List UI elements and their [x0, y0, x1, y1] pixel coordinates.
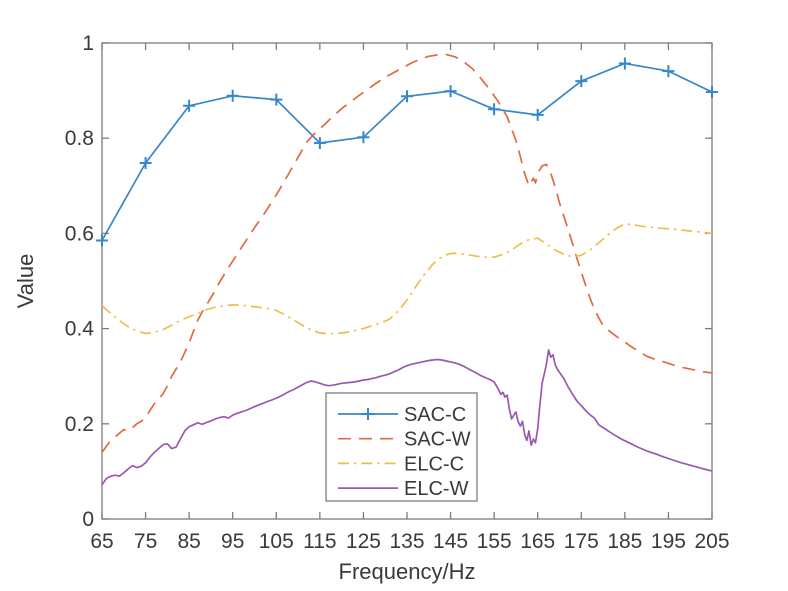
plus-marker	[706, 86, 718, 98]
x-tick-label-135: 135	[389, 530, 424, 553]
plus-marker	[575, 75, 588, 88]
x-tick-label-85: 85	[177, 530, 200, 553]
series-ELC-W	[101, 349, 713, 486]
x-tick-label-105: 105	[259, 530, 294, 553]
series-SAC-W	[101, 53, 713, 453]
plus-marker	[183, 99, 196, 112]
x-tick-label-65: 65	[90, 530, 113, 553]
x-tick-label-185: 185	[607, 530, 642, 553]
series-SAC-C	[96, 57, 718, 247]
plus-marker	[401, 90, 413, 103]
x-tick-label-205: 205	[694, 530, 729, 553]
plus-marker	[313, 137, 326, 149]
plus-marker	[618, 57, 631, 70]
series-ELC-C	[101, 223, 713, 335]
plus-marker	[488, 103, 501, 116]
x-axis-ticks: 65 75 85 95 105 115 125 135 145 155 165 175 185 195 20…	[90, 43, 730, 553]
line-SAC-C	[101, 62, 713, 241]
plus-marker	[226, 89, 239, 102]
plus-marker	[139, 157, 152, 169]
x-tick-label-195: 195	[651, 530, 686, 553]
plus-marker	[270, 93, 283, 106]
plus-marker	[96, 234, 108, 247]
y-tick-label-0: 0	[82, 508, 94, 531]
x-tick-label-95: 95	[221, 530, 244, 553]
x-tick-label-115: 115	[303, 530, 336, 553]
x-tick-label-75: 75	[134, 530, 157, 553]
y-tick-label-0.4: 0.4	[65, 318, 95, 341]
line-SAC-W	[101, 53, 713, 453]
legend-label-ELC-W: ELC-W	[404, 478, 469, 500]
y-tick-label-1: 1	[82, 32, 94, 55]
x-tick-label-145: 145	[433, 530, 468, 553]
line-ELC-C	[101, 223, 713, 335]
x-tick-label-175: 175	[564, 530, 599, 553]
y-axis-label: Value	[13, 253, 38, 309]
x-tick-label-125: 125	[346, 530, 381, 553]
legend-label-ELC-C: ELC-C	[404, 453, 464, 475]
x-tick-label-155: 155	[477, 530, 512, 553]
x-axis-label: Frequency/Hz	[338, 559, 476, 584]
x-tick-label-165: 165	[520, 530, 555, 553]
y-tick-label-0.2: 0.2	[65, 413, 94, 436]
plus-marker	[531, 108, 544, 121]
plus-marker	[357, 131, 370, 144]
y-axis-ticks: 0 0.2 0.4 0.6 0.8 1	[65, 32, 712, 531]
legend-box	[325, 392, 478, 502]
y-tick-label-0.6: 0.6	[65, 222, 94, 245]
legend-label-SAC-C: SAC-C	[404, 404, 466, 426]
legend-label-SAC-W: SAC-W	[404, 429, 471, 451]
plus-marker	[662, 65, 675, 78]
plus-marker	[444, 85, 457, 98]
y-tick-label-0.8: 0.8	[65, 127, 94, 150]
legend-plus-marker	[362, 408, 374, 420]
line-ELC-W	[101, 349, 713, 486]
